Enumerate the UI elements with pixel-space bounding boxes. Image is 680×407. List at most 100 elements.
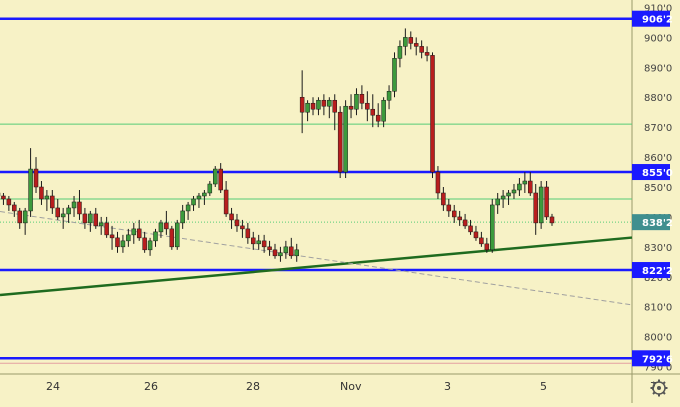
candle-body	[484, 243, 490, 251]
candle-body	[17, 210, 22, 224]
candle-body	[115, 237, 120, 248]
candle-body	[109, 234, 115, 239]
candle-body	[354, 93, 359, 110]
candle-body	[82, 213, 88, 224]
gear-icon-tooth	[652, 381, 656, 385]
candle-body	[283, 246, 289, 254]
candle-body	[430, 55, 435, 173]
candle-body	[191, 198, 196, 206]
y-tick-label: 900'0	[644, 33, 672, 44]
candle-body	[93, 213, 99, 227]
gear-icon-tooth	[662, 391, 666, 395]
candle-body	[392, 58, 397, 92]
candle-body	[267, 246, 272, 251]
candle-body	[370, 108, 376, 116]
candle-body	[169, 228, 175, 248]
candle-body	[479, 237, 484, 245]
y-tick-label: 890'0	[644, 63, 672, 74]
candle-body	[408, 37, 414, 44]
candle-body	[223, 189, 229, 215]
candle-body	[528, 180, 533, 194]
candle-body	[473, 231, 479, 239]
candle-body	[435, 171, 441, 194]
candle-body	[180, 210, 185, 224]
candle-body	[327, 99, 332, 107]
price-tag	[632, 214, 670, 231]
candle-body	[305, 102, 310, 113]
candle-body	[28, 168, 33, 212]
gear-icon[interactable]	[650, 379, 668, 397]
candle-body	[289, 246, 294, 257]
candle-body	[294, 249, 299, 257]
candle-body	[413, 43, 419, 47]
candle-body	[44, 195, 50, 200]
candle-body	[321, 99, 327, 107]
candle-body	[359, 93, 365, 104]
price-tag	[632, 164, 670, 181]
y-tick-label: 800'0	[644, 333, 672, 344]
candle-body	[397, 46, 403, 59]
y-tick-label: 850'0	[644, 183, 672, 194]
price-tag	[632, 350, 670, 367]
price-tag-label: 792'6	[642, 354, 673, 365]
candle-body	[202, 192, 207, 197]
price-tag-label: 838'2	[642, 218, 673, 229]
candle-body	[419, 46, 424, 53]
y-tick-label: 880'0	[644, 93, 672, 104]
candle-body	[240, 225, 245, 230]
candle-body	[12, 204, 17, 212]
candle-body	[348, 105, 354, 110]
candle-body	[126, 234, 131, 242]
candle-body	[185, 204, 191, 212]
candle-body	[234, 219, 240, 227]
candle-body	[343, 105, 348, 173]
y-tick-label: 860'0	[644, 153, 672, 164]
candle-body	[136, 228, 142, 239]
y-tick-label: 870'0	[644, 123, 672, 134]
x-tick-label: 3	[444, 380, 451, 393]
candle-body	[196, 195, 202, 200]
y-tick-label: 790'0	[644, 363, 672, 374]
candle-body	[381, 99, 386, 122]
candle-body	[337, 111, 343, 173]
candle-body	[549, 216, 555, 224]
candle-body	[538, 186, 544, 224]
x-tick-label: Nov	[340, 380, 362, 393]
candle-body	[77, 201, 82, 215]
candle-body	[207, 183, 213, 194]
candle-body	[424, 52, 430, 56]
candle-body	[55, 207, 60, 218]
candle-body	[60, 213, 66, 218]
candle-body	[310, 102, 316, 110]
y-tick-label: 830'0	[644, 243, 672, 254]
candle-body	[332, 99, 337, 113]
price-tag	[632, 262, 670, 279]
candle-body	[457, 216, 462, 221]
candle-body	[278, 252, 283, 257]
candle-body	[272, 249, 278, 257]
candle-body	[365, 102, 370, 110]
candle-body	[6, 198, 12, 206]
candle-body	[66, 207, 71, 215]
candle-body	[403, 37, 408, 47]
gear-icon-tooth	[662, 381, 666, 385]
candle-body	[517, 183, 522, 191]
x-tick-label: 26	[144, 380, 158, 393]
candle-body	[164, 222, 169, 230]
candle-body	[218, 168, 223, 191]
candle-body	[462, 219, 468, 227]
candle-body	[386, 91, 392, 101]
candle-body	[490, 204, 495, 251]
price-tag-label: 855'0	[642, 168, 673, 179]
candle-body	[256, 240, 261, 245]
y-tick-label: 810'0	[644, 303, 672, 314]
price-tag-label: 822'2	[642, 266, 673, 277]
candle-body	[153, 231, 158, 242]
trend-line[interactable]	[0, 236, 633, 297]
candle-body	[251, 237, 256, 245]
candle-body	[104, 222, 109, 236]
candle-body	[213, 168, 218, 185]
candle-body	[375, 114, 381, 122]
candle-body	[261, 240, 267, 248]
